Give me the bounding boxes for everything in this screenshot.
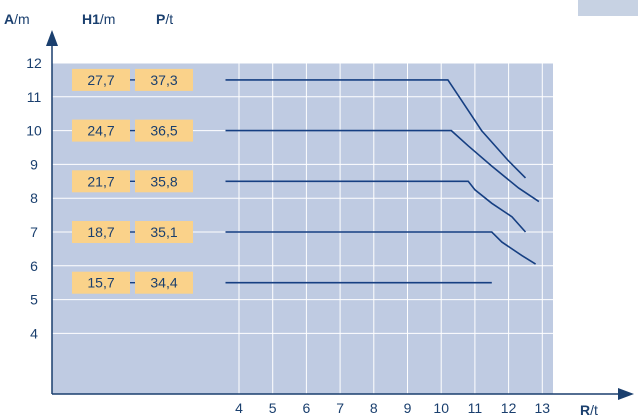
- x-tick-label: 10: [433, 400, 449, 416]
- p-label-box: [135, 68, 193, 91]
- x-axis-arrow: [618, 388, 634, 400]
- y-axis-header: A/m: [4, 11, 30, 27]
- x-tick-label: 11: [468, 400, 483, 416]
- y-tick-label: 4: [30, 325, 38, 341]
- x-tick-label: 7: [336, 400, 344, 416]
- h1-value-label: 21,7: [87, 173, 114, 189]
- grid: [52, 62, 553, 394]
- series-line: [225, 231, 537, 265]
- p-value-label: 34,4: [150, 275, 177, 291]
- tick-labels: 4 5 6 7 8 9 10 11 12 13 12 11 10 9 8 7 6 5 4: [26, 55, 550, 416]
- y-tick-label: 7: [30, 224, 38, 240]
- x-tick-label: 4: [235, 400, 243, 416]
- y-tick-label: 10: [26, 123, 42, 139]
- series-label-pair: 27,7 37,3: [72, 68, 193, 91]
- value-labels: 27,7 37,3 24,7 36,5 21,7 35,8 18,7 35,1 15,7 34,4: [72, 68, 193, 294]
- x-axis-header: R/t: [580, 402, 598, 418]
- series-line: [225, 129, 540, 203]
- x-tick-label: 8: [370, 400, 378, 416]
- p-value-label: 35,8: [150, 173, 177, 189]
- p-column-header: P/t: [156, 11, 173, 27]
- series-label-pair: 24,7 36,5: [72, 119, 193, 142]
- series-line: [225, 180, 527, 233]
- p-label-box: [135, 271, 193, 294]
- h1-column-header: H1/m: [82, 11, 115, 27]
- series-label-pair: 15,7 34,4: [72, 271, 193, 294]
- series-label-pair: 18,7 35,1: [72, 221, 193, 243]
- series-label-pair: 21,7 35,8: [72, 170, 193, 193]
- x-tick-label: 9: [404, 400, 412, 416]
- h1-value-label: 18,7: [87, 224, 114, 240]
- h1-value-label: 15,7: [87, 275, 114, 291]
- h1-value-label: 24,7: [87, 123, 114, 139]
- x-tick-label: 12: [501, 400, 517, 416]
- axes: [46, 30, 634, 400]
- p-label-box: [135, 170, 193, 193]
- h1-label-box: [72, 170, 130, 193]
- p-value-label: 35,1: [150, 224, 177, 240]
- corner-block: [578, 0, 638, 16]
- x-tick-label: 5: [269, 400, 277, 416]
- y-tick-label: 12: [26, 55, 42, 71]
- y-tick-label: 11: [27, 89, 42, 105]
- series-group: [225, 79, 540, 284]
- y-tick-label: 8: [30, 190, 38, 206]
- y-axis-arrow: [46, 30, 58, 46]
- h1-label-box: [72, 119, 130, 142]
- h1-label-box: [72, 68, 130, 91]
- y-tick-label: 6: [30, 258, 38, 274]
- y-tick-label: 5: [30, 292, 38, 308]
- x-tick-label: 6: [303, 400, 311, 416]
- x-tick-label: 13: [535, 400, 551, 416]
- p-value-label: 37,3: [150, 72, 177, 88]
- series-line: [225, 79, 527, 179]
- h1-value-label: 27,7: [87, 72, 114, 88]
- h1-label-box: [72, 221, 130, 243]
- h1-label-box: [72, 271, 130, 294]
- p-value-label: 36,5: [150, 123, 177, 139]
- p-label-box: [135, 221, 193, 243]
- p-label-box: [135, 119, 193, 142]
- y-tick-label: 9: [30, 156, 38, 172]
